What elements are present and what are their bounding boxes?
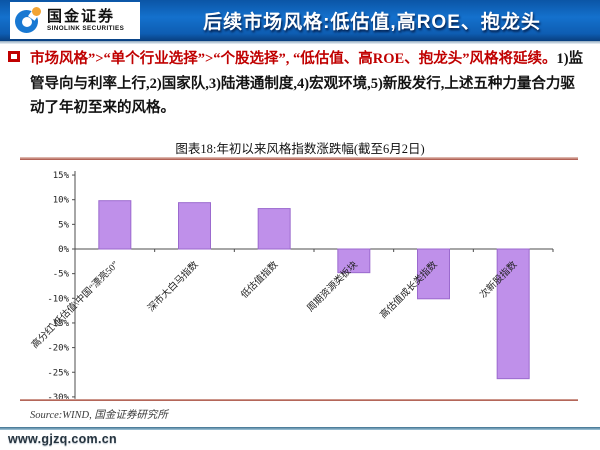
chart-bottom-rule: [20, 399, 578, 401]
bar-chart-canvas: 15%10%5%0%-5%-10%-15%-20%-25%-30%高分红\低估值…: [29, 171, 554, 403]
logo-text: 国金证券 SINOLINK SECURITIES: [47, 7, 125, 33]
chart-source-text: Source:WIND, 国金证券研究所: [30, 410, 168, 421]
slide-title: 后续市场风格:低估值,高ROE、抱龙头: [203, 12, 541, 33]
bar-1: [178, 202, 211, 250]
y-tick-label: 10%: [53, 196, 70, 206]
y-tick-label: -25%: [47, 368, 69, 378]
category-label-3: 周期资源类板块: [304, 258, 360, 314]
footer-rule: [0, 427, 600, 430]
category-label-2: 低估值指数: [238, 258, 280, 300]
style-index-bar-chart: 15% 10% 5% 0% -5% -10% -15% -20% -25% -30% 高分红\低估值…: [0, 163, 600, 403]
summary-paragraph: 市场风格”>“单个行业选择”>“个股选择”, “低估值、高ROE、抱龙头”风格将…: [30, 47, 587, 121]
summary-body-text: 1)监管导向与利率上行,2)国家队,3)陆港通制度,4)宏观环境,5)新股发行,…: [30, 51, 584, 116]
footer-website-url: www.gjzq.com.cn: [8, 432, 117, 446]
header-bar: 国金证券 SINOLINK SECURITIES 后续市场风格:低估值,高ROE…: [0, 0, 600, 41]
bar-4: [417, 248, 450, 300]
y-tick-label: -5%: [53, 270, 70, 280]
sinolink-logo: 国金证券 SINOLINK SECURITIES: [10, 2, 140, 39]
y-tick-label: 5%: [58, 220, 69, 230]
y-tick-label: 15%: [53, 171, 70, 181]
logo-name-en: SINOLINK SECURITIES: [47, 24, 125, 32]
y-tick-label: -20%: [47, 344, 69, 354]
bar-3: [337, 248, 371, 274]
category-label-1: 深市大白马指数: [145, 258, 201, 314]
y-tick-label: -10%: [47, 294, 69, 304]
y-tick-label: 0%: [58, 245, 69, 255]
y-tick-label: -15%: [47, 319, 69, 329]
y-tick-label: -30%: [47, 393, 69, 399]
bar-2: [257, 208, 291, 250]
bar-5: [496, 248, 530, 380]
chart-top-rule: [20, 157, 578, 160]
sinolink-logo-icon: [15, 7, 42, 34]
summary-highlight-text: 市场风格”>“单个行业选择”>“个股选择”, “低估值、高ROE、抱龙头”风格将…: [30, 51, 557, 67]
red-square-bullet-icon: [8, 51, 20, 62]
header-shadow-divider: [0, 41, 600, 44]
logo-name-cn: 国金证券: [47, 7, 116, 25]
chart-title: 图表18:年初以来风格指数涨跌幅(截至6月2日): [175, 142, 425, 156]
bar-0: [98, 200, 132, 250]
